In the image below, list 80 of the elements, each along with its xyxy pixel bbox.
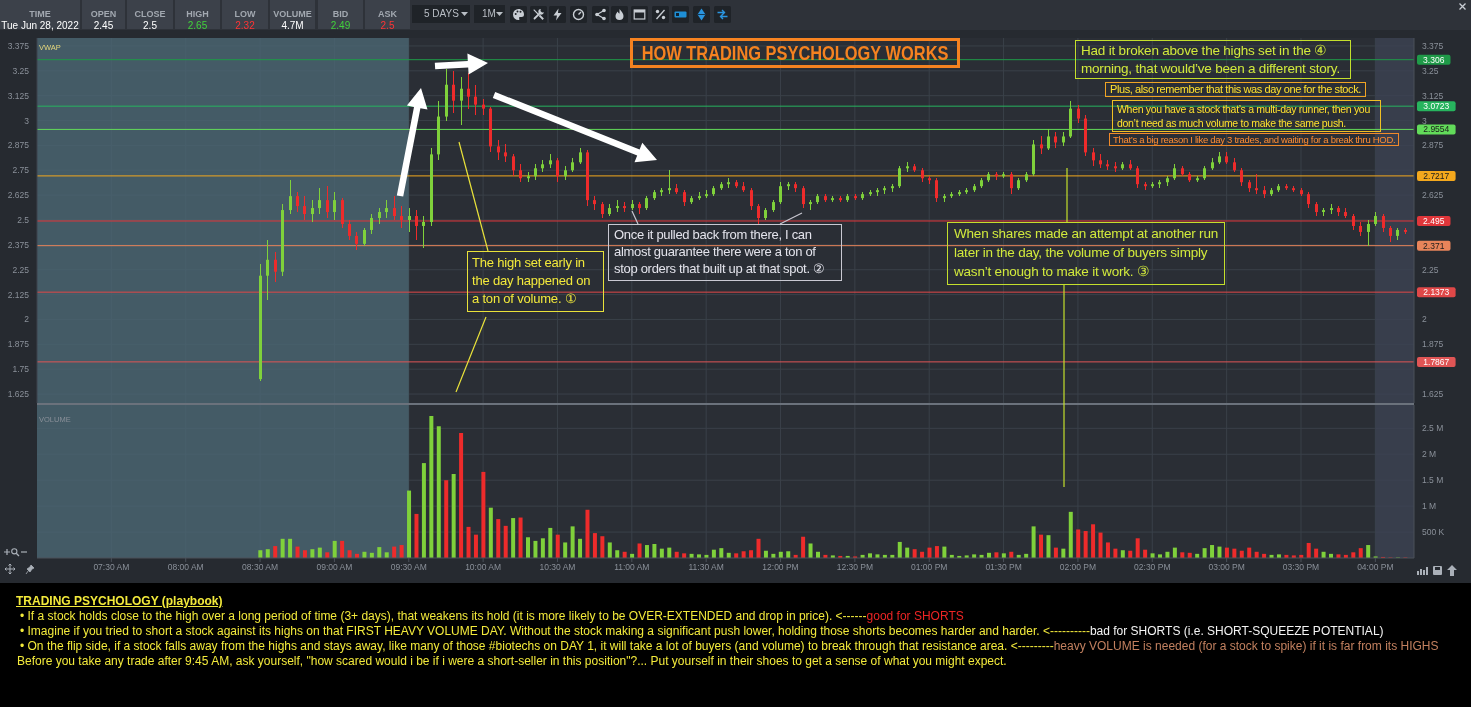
annotation: That’s a big reason I like day 3 trades, and waiting for a break thru HOD. (1109, 133, 1400, 147)
y-tick-label: 1.5 M (1422, 475, 1444, 486)
x-tick-label: 10:00 AM (465, 562, 502, 573)
text: LOW (234, 9, 256, 19)
ref-line-label: 1.7867 (1423, 356, 1450, 367)
text: Before you take any trade after 9:45 AM, ask yourself, "how scared would i be if i were a short-seller in this position"?... Put yourself in their shoes to get a sense of what you might expect. (17, 654, 1007, 668)
chart-title: HOW TRADING PSYCHOLOGY WORKS (641, 41, 949, 65)
x-tick-label: 11:30 AM (688, 562, 724, 573)
x-tick-label: 07:30 AM (93, 562, 130, 573)
x-tick-label: 08:30 AM (242, 562, 279, 573)
x-tick-label: 09:00 AM (316, 562, 353, 573)
y-tick-label: 2.5 M (1422, 423, 1444, 434)
text: Tue Jun 28, 2022 (1, 20, 79, 31)
text: VOLUME (273, 9, 312, 19)
x-tick-label: 11:00 AM (614, 562, 650, 573)
text: 1M (482, 8, 496, 19)
y-tick-label: 2.25 (12, 264, 30, 275)
x-tick-label: 03:30 PM (1282, 562, 1320, 573)
annotation: Once it pulled back from there, I can almost guarantee there were a ton of stop orders that built up at that spot. ② (608, 224, 842, 281)
text: bad for SHORTS (i.e. SHORT-SQUEEZE POTENTIAL) (1089, 624, 1384, 638)
text: 2.45 (93, 20, 114, 31)
y-tick-label: 500 K (1422, 527, 1445, 538)
text: 5 DAYS (424, 8, 459, 19)
text: heavy VOLUME is needed (for a stock to spike) if it is far from its HIGHS (1053, 639, 1439, 653)
y-tick-label: 1.625 (7, 389, 30, 400)
annotation: Had it broken above the highs set in the ④ morning, that would’ve been a different story. (1075, 40, 1351, 80)
text: good for SHORTS (866, 609, 964, 623)
text: OPEN (90, 9, 117, 19)
x-tick-label: 09:30 AM (390, 562, 427, 573)
annotation: Plus, also remember that this was day one for the stock. (1105, 82, 1366, 98)
y-tick-label: 2.875 (7, 140, 30, 151)
text: • If a stock holds close to the high over a long period of time (3+ days), that weakens its hold (it is more likely to be OVER-EXTENDED and drop in price). <------ (20, 609, 867, 623)
y-tick-label: 3.375 (7, 40, 30, 51)
y-tick-label: 3 (24, 115, 30, 126)
y-tick-label: 1.875 (7, 339, 30, 350)
y-tick-label: 2.625 (7, 190, 30, 201)
y-tick-label: 2.75 (12, 165, 30, 176)
text: 2.5 (143, 20, 157, 31)
ref-line-label: 2.1373 (1423, 287, 1450, 298)
y-tick-label: 2 (24, 314, 30, 325)
annotation: When you have a stock that’s a multi-day runner, then you don’t need as much volume to make the same push. (1112, 100, 1381, 133)
x-tick-label: 02:30 PM (1134, 562, 1171, 573)
text: TRADING PSYCHOLOGY (playbook) (16, 594, 223, 608)
y-tick-label: 1 M (1422, 501, 1437, 512)
text: • Imagine if you tried to short a stock against its highs on that FIRST HEAVY VOLUME DAY. Without the stock making a significant push lower, holding those shorts becomes harder and harder. <---------- (20, 624, 1090, 638)
x-tick-label: 04:00 PM (1357, 562, 1394, 573)
annotation: The high set early in the day happened on a ton of volume. ① (467, 251, 604, 312)
text: 2.49 (330, 20, 351, 31)
x-tick-label: 01:00 PM (911, 562, 948, 573)
text: 2.32 (235, 20, 255, 31)
annotation: When shares made an attempt at another run later in the day, the volume of buyers simply wasn’t enough to make it work. ③ (947, 222, 1225, 285)
ref-line-label: 2.7217 (1423, 170, 1450, 181)
y-tick-label: 3.125 (7, 90, 30, 101)
ref-line-label: 3.0723 (1423, 101, 1450, 112)
x-tick-label: 03:00 PM (1208, 562, 1245, 573)
x-tick-label: 02:00 PM (1059, 562, 1097, 573)
text: ASK (377, 9, 397, 19)
x-tick-label: 10:30 AM (539, 562, 576, 573)
y-tick-label: 2 M (1422, 449, 1437, 460)
y-tick-label: 1.75 (12, 364, 30, 375)
text: CLOSE (134, 9, 166, 19)
y-tick-label: 2.5 (17, 215, 30, 226)
ref-line-label: 2.495 (1423, 216, 1445, 226)
y-tick-label: 3.25 (12, 65, 30, 76)
ref-line-label: 3.306 (1423, 54, 1445, 65)
text: BID (332, 9, 349, 19)
text: • On the flip side, if a stock falls away from the highs and stays away, like many of those #biotechs on DAY 1, it will take a lot of buyers (and volume) to break through that resistance area. <--------- (20, 639, 1054, 653)
ref-line-label: 2.371 (1423, 240, 1445, 251)
ref-line-label: 2.9554 (1423, 124, 1450, 135)
text: 2.5 (380, 20, 395, 31)
text: HIGH (186, 9, 209, 19)
x-tick-label: 12:00 PM (762, 562, 799, 573)
text: 4.7M (281, 20, 304, 31)
y-tick-label: 2.125 (7, 289, 30, 300)
text: TIME (29, 9, 51, 19)
x-tick-label: 08:00 AM (167, 562, 204, 573)
text: 2.65 (187, 20, 208, 31)
y-tick-label: 2.375 (7, 239, 30, 250)
x-tick-label: 01:30 PM (985, 562, 1022, 573)
x-tick-label: 12:30 PM (836, 562, 874, 573)
